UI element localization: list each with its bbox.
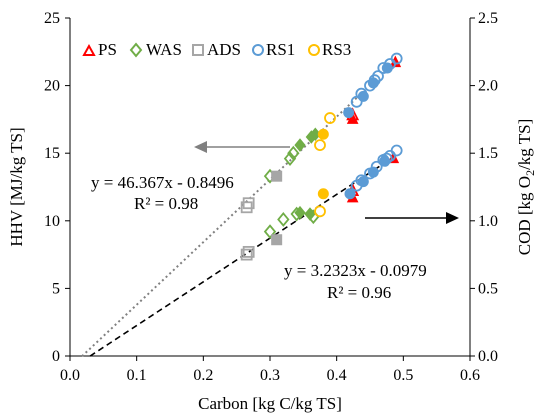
y-right-title-sub: 2 (523, 170, 537, 176)
point-rs1-left-filled (343, 107, 355, 119)
y-right-axis-title: COD [kg O2/kg TS] (515, 119, 537, 256)
right-arrow (365, 212, 459, 224)
r2-left: R² = 0.98 (134, 194, 198, 213)
legend-item-rs1: RS1 (252, 40, 295, 59)
point-was-left-filled (294, 138, 306, 152)
x-tick-label: 0.4 (327, 367, 347, 384)
point-rs1-right-hollow (390, 144, 403, 157)
point-rs1-left-filled (367, 77, 379, 89)
point-was-right-filled (304, 207, 316, 221)
r2-right: R² = 0.96 (327, 283, 391, 302)
legend-marker-ps (82, 43, 96, 56)
y-left-ticks: 0 5 10 15 20 25 (44, 10, 70, 365)
left-arrow (194, 141, 290, 153)
point-ps-left-filled (346, 112, 359, 124)
right-arrow-head (446, 212, 459, 224)
y-right-title-suffix: /kg TS] (515, 119, 534, 170)
y-left-tick-label: 20 (44, 78, 60, 95)
equation-left: y = 46.367x - 0.8496 (91, 173, 234, 192)
legend-label-rs3: RS3 (322, 40, 351, 59)
point-was-right-hollow (277, 212, 290, 227)
y-left-tick-label: 15 (44, 145, 60, 162)
y-left-tick-label: 0 (52, 348, 60, 365)
legend-marker-rs3 (308, 44, 320, 56)
y-right-tick-label: 0.0 (478, 348, 498, 365)
point-rs3-left-filled (317, 128, 329, 140)
point-rs1-left-filled (357, 90, 369, 102)
x-tick-label: 0.0 (60, 367, 80, 384)
point-ads-right-filled (271, 234, 283, 246)
point-rs1-right-filled (357, 176, 369, 188)
point-was-right-filled (294, 205, 306, 220)
legend-label-was: WAS (146, 40, 182, 59)
point-ads-left-hollow (240, 201, 253, 214)
point-rs3-right-hollow (314, 205, 326, 218)
data-points (240, 52, 403, 261)
point-ads-right-hollow (242, 245, 255, 258)
legend-item-was: WAS (129, 40, 182, 59)
legend-item-ps: PS (82, 40, 117, 59)
point-ads-left-hollow (242, 197, 255, 210)
y-right-tick-label: 0.5 (478, 280, 498, 297)
point-was-right-hollow (263, 224, 277, 240)
legend-marker-ads (192, 44, 204, 56)
x-tick-label: 0.3 (260, 367, 280, 384)
point-was-left-hollow (283, 151, 297, 167)
y-left-tick-label: 25 (44, 10, 60, 27)
y-left-tick-label: 5 (52, 280, 60, 297)
x-tick-label: 0.5 (393, 367, 413, 384)
x-tick-label: 0.2 (193, 367, 213, 384)
point-rs1-left-hollow (390, 52, 403, 65)
legend-marker-rs1 (252, 44, 264, 56)
legend-marker-was (129, 42, 143, 58)
x-tick-label: 0.1 (127, 367, 147, 384)
y-left-axis-title: HHV [MJ/kg TS] (7, 127, 26, 246)
y-right-ticks: 0.0 0.5 1.0 1.5 2.0 2.5 (470, 10, 498, 365)
x-tick-label: 0.6 (460, 367, 480, 384)
legend-item-ads: ADS (192, 40, 241, 59)
point-was-left-hollow (287, 145, 300, 161)
trendlines (81, 97, 398, 357)
point-ads-right-hollow (240, 248, 253, 261)
y-right-tick-label: 1.5 (478, 145, 498, 162)
y-left-tick-label: 10 (44, 213, 60, 230)
point-rs3-left-hollow (324, 112, 336, 124)
y-right-tick-label: 2.0 (478, 78, 498, 95)
point-rs1-right-filled (344, 188, 356, 200)
y-right-tick-label: 2.5 (478, 10, 498, 27)
point-rs1-right-filled (367, 166, 379, 178)
legend-item-rs3: RS3 (308, 40, 351, 59)
point-rs3-right-filled (317, 188, 329, 200)
legend-label-ps: PS (98, 40, 117, 59)
legend-label-ads: ADS (207, 40, 241, 59)
left-arrow-head (194, 141, 207, 153)
x-ticks: 0.0 0.1 0.2 0.3 0.4 0.5 0.6 (60, 356, 480, 384)
y-right-tick-label: 1.0 (478, 213, 498, 230)
legend: PS WAS ADS RS1 RS3 (82, 40, 351, 59)
point-rs1-left-filled (381, 62, 393, 74)
x-axis-title: Carbon [kg C/kg TS] (198, 394, 342, 413)
point-ads-left-filled (271, 170, 283, 182)
legend-label-rs1: RS1 (266, 40, 295, 59)
y-right-title-prefix: COD [kg O (515, 176, 534, 255)
point-rs3-left-hollow (314, 139, 326, 151)
point-rs1-right-filled (379, 155, 391, 167)
equation-right: y = 3.2323x - 0.0979 (284, 261, 427, 280)
